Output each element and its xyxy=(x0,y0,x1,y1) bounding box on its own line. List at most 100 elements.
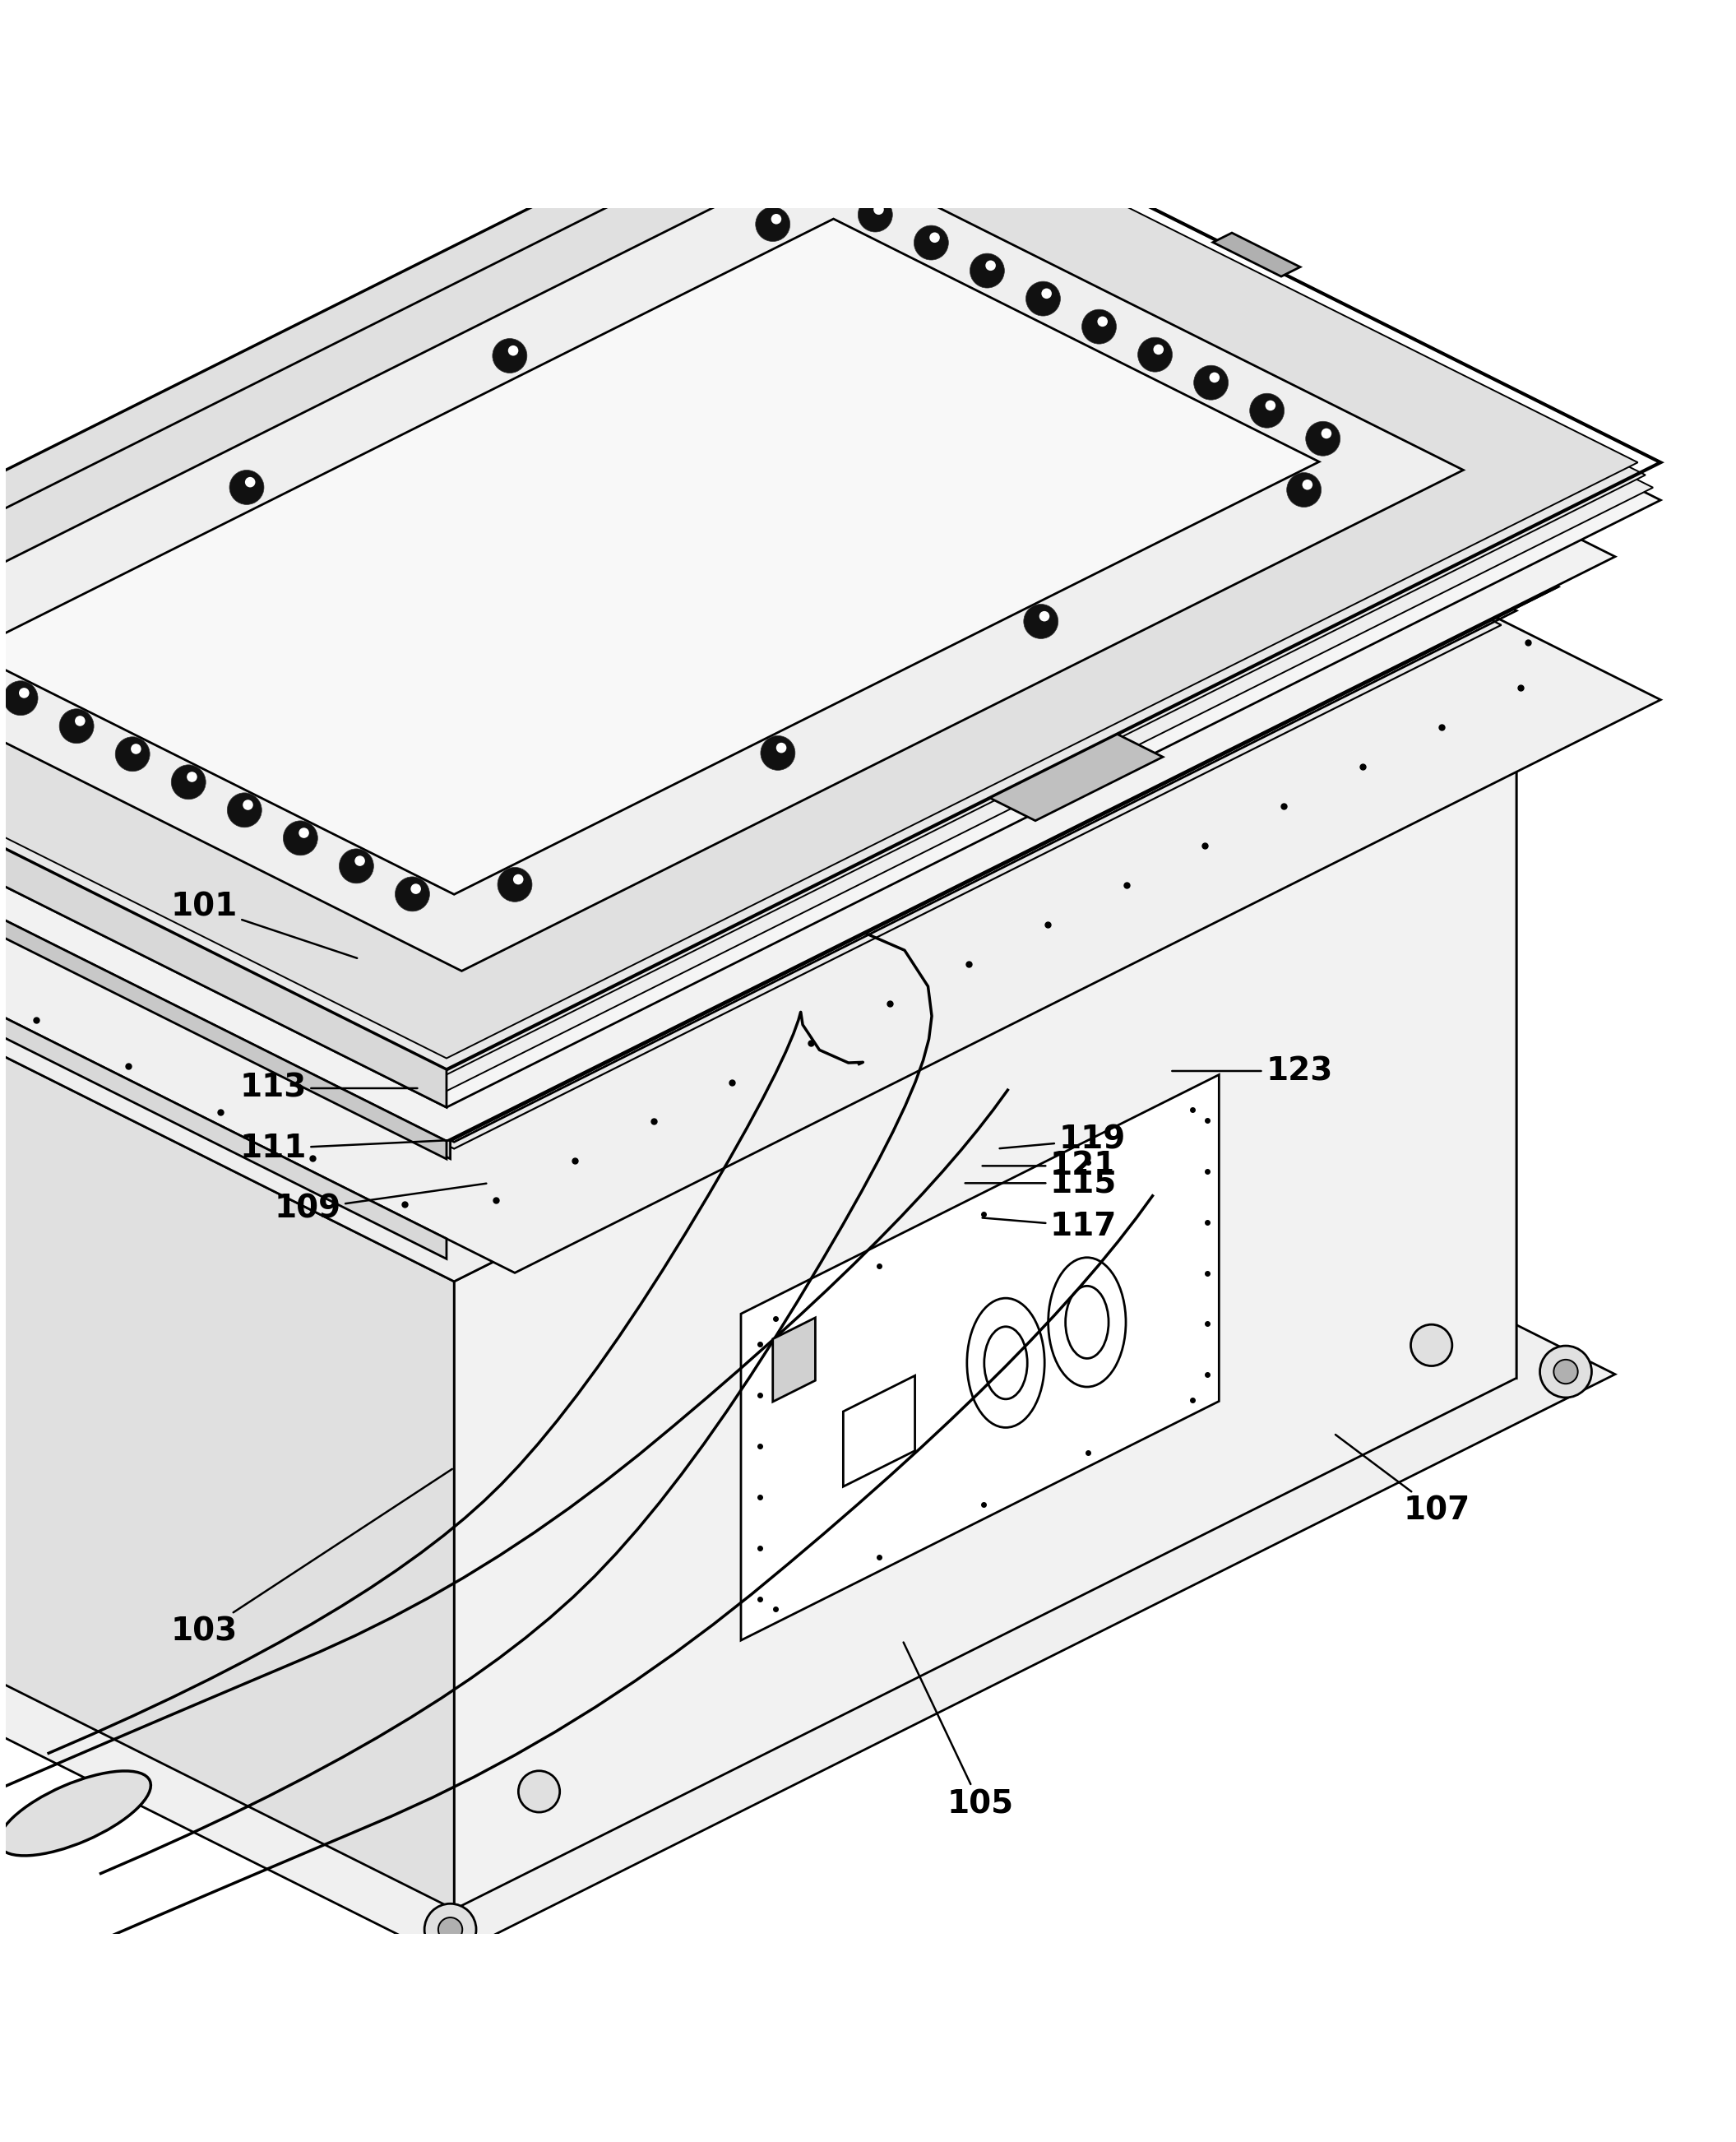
Polygon shape xyxy=(0,754,446,1159)
Text: 123: 123 xyxy=(1172,1056,1333,1086)
Circle shape xyxy=(1540,1345,1592,1397)
Polygon shape xyxy=(0,291,1502,1148)
Circle shape xyxy=(354,855,365,865)
Circle shape xyxy=(509,345,519,356)
Circle shape xyxy=(172,765,207,799)
Text: 109: 109 xyxy=(274,1182,486,1225)
Circle shape xyxy=(1097,317,1108,328)
Circle shape xyxy=(1321,428,1332,439)
Polygon shape xyxy=(0,81,1653,1090)
Polygon shape xyxy=(741,1075,1219,1641)
Polygon shape xyxy=(0,409,1517,1281)
Circle shape xyxy=(776,743,786,754)
Circle shape xyxy=(115,737,149,771)
Circle shape xyxy=(243,799,253,810)
Circle shape xyxy=(1026,281,1061,315)
Circle shape xyxy=(913,225,948,259)
Circle shape xyxy=(1286,473,1321,508)
Text: 105: 105 xyxy=(903,1643,1014,1821)
Circle shape xyxy=(986,261,996,270)
Circle shape xyxy=(519,1771,559,1812)
Polygon shape xyxy=(0,64,1637,1058)
Circle shape xyxy=(760,735,795,771)
Circle shape xyxy=(755,208,790,242)
Polygon shape xyxy=(0,73,1646,1075)
Circle shape xyxy=(970,253,1005,287)
Circle shape xyxy=(59,709,94,743)
Polygon shape xyxy=(0,940,455,1909)
Text: 113: 113 xyxy=(240,1073,417,1103)
Circle shape xyxy=(929,231,939,242)
Circle shape xyxy=(514,874,524,885)
Polygon shape xyxy=(0,987,1614,1958)
Polygon shape xyxy=(833,409,1517,1377)
Text: 117: 117 xyxy=(983,1210,1116,1242)
Polygon shape xyxy=(0,287,1486,1129)
Circle shape xyxy=(1210,373,1220,383)
Polygon shape xyxy=(0,248,1531,1135)
Polygon shape xyxy=(0,54,842,698)
Polygon shape xyxy=(0,863,446,1259)
Circle shape xyxy=(227,793,262,827)
Circle shape xyxy=(1266,401,1276,411)
Circle shape xyxy=(245,478,255,488)
Circle shape xyxy=(1024,604,1059,638)
Circle shape xyxy=(825,996,849,1020)
Polygon shape xyxy=(0,218,1319,895)
Circle shape xyxy=(1137,338,1172,373)
Polygon shape xyxy=(0,259,993,825)
Circle shape xyxy=(3,681,38,715)
Circle shape xyxy=(1250,394,1285,428)
Text: 111: 111 xyxy=(240,1133,451,1165)
Circle shape xyxy=(1302,480,1312,491)
Circle shape xyxy=(493,338,528,373)
Circle shape xyxy=(187,771,198,782)
Circle shape xyxy=(283,820,318,855)
Circle shape xyxy=(873,203,884,214)
Polygon shape xyxy=(773,1317,816,1401)
Text: 101: 101 xyxy=(170,891,358,957)
Polygon shape xyxy=(0,248,1457,1062)
Circle shape xyxy=(299,827,309,838)
Polygon shape xyxy=(0,152,1463,970)
Polygon shape xyxy=(684,668,715,795)
Text: 119: 119 xyxy=(1000,1125,1125,1157)
Polygon shape xyxy=(651,683,715,827)
Circle shape xyxy=(396,876,429,910)
Text: 103: 103 xyxy=(170,1469,451,1647)
Circle shape xyxy=(1082,308,1116,345)
Polygon shape xyxy=(0,780,450,1159)
Circle shape xyxy=(130,743,141,754)
Circle shape xyxy=(339,848,373,883)
Polygon shape xyxy=(0,409,833,1568)
Polygon shape xyxy=(0,227,1559,1142)
Circle shape xyxy=(811,981,863,1032)
Circle shape xyxy=(424,1904,476,1956)
Polygon shape xyxy=(0,289,1661,1272)
Circle shape xyxy=(75,715,85,726)
Text: 115: 115 xyxy=(965,1167,1116,1200)
Circle shape xyxy=(229,469,264,506)
Polygon shape xyxy=(990,735,1163,820)
Circle shape xyxy=(858,197,892,231)
Circle shape xyxy=(19,688,30,698)
Circle shape xyxy=(1305,422,1340,456)
Polygon shape xyxy=(1213,233,1300,276)
Polygon shape xyxy=(0,90,1661,1107)
Circle shape xyxy=(411,885,422,893)
Circle shape xyxy=(498,868,531,902)
Circle shape xyxy=(1554,1360,1578,1384)
Circle shape xyxy=(1194,366,1229,401)
Circle shape xyxy=(771,214,781,225)
Text: 107: 107 xyxy=(1335,1435,1470,1527)
Polygon shape xyxy=(455,750,1517,1909)
Polygon shape xyxy=(0,169,1614,1142)
Circle shape xyxy=(1153,345,1163,356)
Circle shape xyxy=(1411,1324,1451,1367)
Circle shape xyxy=(1040,610,1050,621)
Text: 121: 121 xyxy=(983,1150,1116,1182)
Polygon shape xyxy=(0,660,446,1107)
Ellipse shape xyxy=(0,1771,151,1855)
Circle shape xyxy=(437,1917,462,1941)
Circle shape xyxy=(1042,289,1052,298)
